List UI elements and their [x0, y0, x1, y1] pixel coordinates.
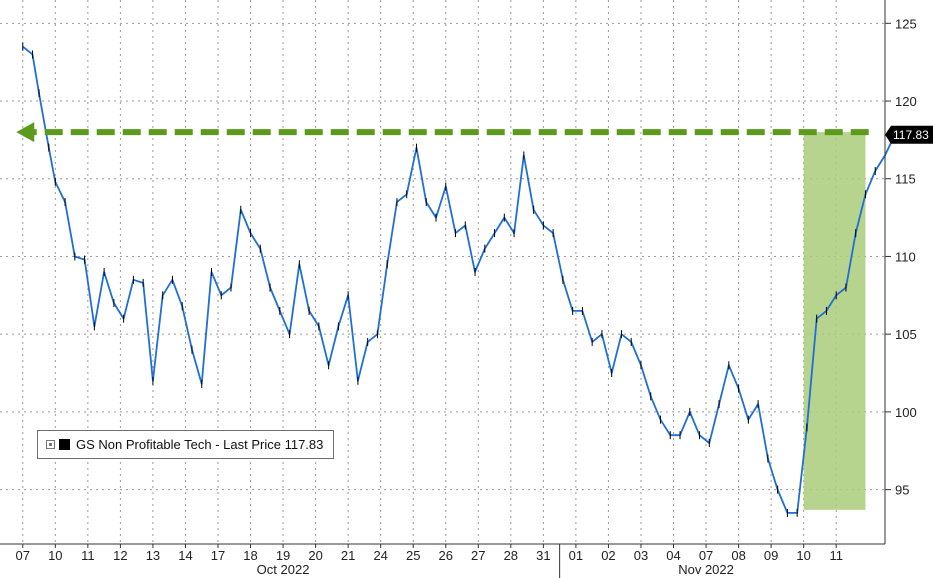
x-tick-label: 13 — [146, 548, 160, 563]
highlight-box-layer — [803, 132, 866, 510]
last-price-badge-layer: 117.83 — [885, 125, 933, 144]
legend-swatch-icon — [59, 439, 70, 450]
last-price-badge — [885, 125, 933, 144]
x-tick-label: 04 — [666, 548, 680, 563]
y-tick-label: 95 — [895, 483, 909, 498]
x-tick-label: 07 — [699, 548, 713, 563]
x-tick-label: 21 — [341, 548, 355, 563]
x-tick-label: 28 — [504, 548, 518, 563]
y-axis-ticks: 95 100 105 110 115 120 125 — [885, 16, 917, 498]
x-tick-label: 02 — [601, 548, 615, 563]
x-tick-label: 12 — [113, 548, 127, 563]
x-tick-label: 07 — [16, 548, 30, 563]
month-labels: Oct 2022 Nov 2022 — [257, 562, 734, 577]
x-tick-label: 20 — [308, 548, 322, 563]
x-tick-label: 10 — [796, 548, 810, 563]
x-tick-label: 10 — [48, 548, 62, 563]
legend-toggle-icon[interactable] — [46, 440, 55, 449]
legend-label: GS Non Profitable Tech - Last Price 117.… — [76, 437, 324, 452]
grid-lines — [0, 0, 885, 544]
y-tick-label: 110 — [895, 249, 916, 264]
x-tick-label: 09 — [764, 548, 778, 563]
x-tick-label: 19 — [276, 548, 290, 563]
x-tick-label: 27 — [471, 548, 485, 563]
legend: GS Non Profitable Tech - Last Price 117.… — [37, 430, 335, 459]
y-tick-label: 115 — [895, 172, 916, 187]
last-price-label: 117.83 — [893, 128, 929, 142]
x-tick-label: 18 — [243, 548, 257, 563]
x-tick-label: 14 — [178, 548, 192, 563]
dashed-arrow-head — [16, 122, 35, 143]
month-label: Oct 2022 — [257, 562, 310, 577]
x-tick-label: 01 — [569, 548, 583, 563]
y-tick-label: 120 — [895, 94, 917, 109]
x-axis-ticks: 07 10 11 12 13 14 17 18 19 20 21 24 25 26 27 28 31 01 02 03… — [16, 544, 843, 563]
dashed-arrow-layer — [16, 122, 869, 143]
x-tick-label: 03 — [634, 548, 648, 563]
y-tick-label: 125 — [895, 16, 917, 31]
month-label: Nov 2022 — [678, 562, 734, 577]
x-tick-label: 11 — [829, 548, 843, 563]
y-tick-label: 100 — [895, 405, 917, 420]
x-tick-label: 24 — [373, 548, 387, 563]
x-tick-label: 26 — [439, 548, 453, 563]
x-tick-label: 08 — [731, 548, 745, 563]
x-tick-label: 11 — [81, 548, 95, 563]
x-tick-label: 25 — [406, 548, 420, 563]
axes-layer — [0, 0, 886, 578]
y-tick-label: 105 — [895, 327, 917, 342]
x-tick-label: 17 — [211, 548, 225, 563]
x-tick-label: 31 — [536, 548, 550, 563]
series-layer — [22, 42, 896, 517]
highlight-box — [803, 132, 866, 510]
